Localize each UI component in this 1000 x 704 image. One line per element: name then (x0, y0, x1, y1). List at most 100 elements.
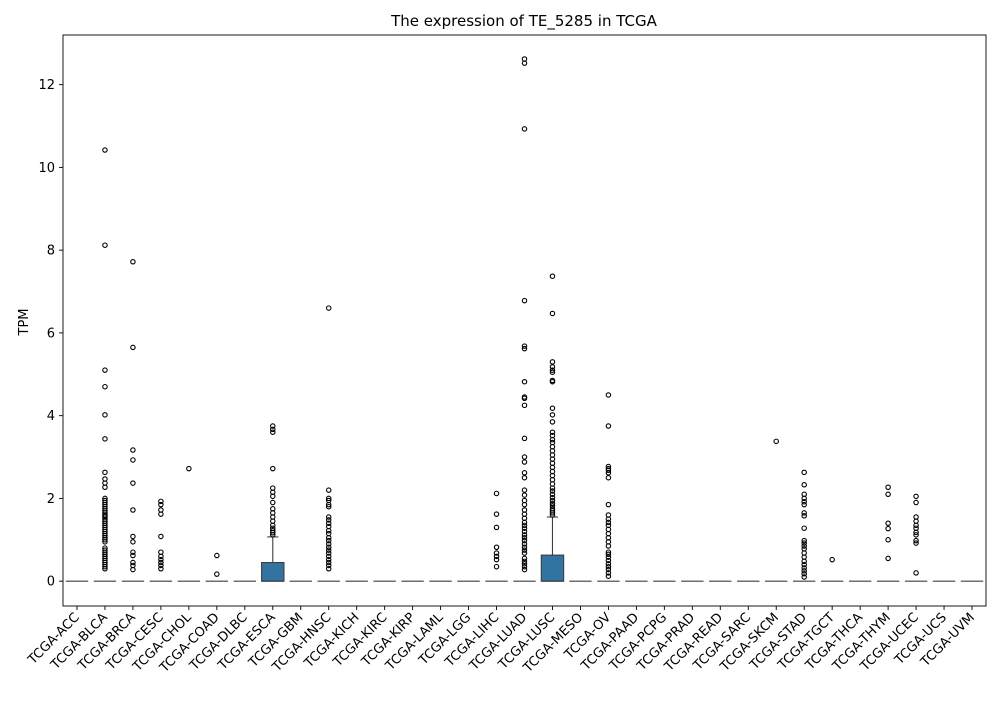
outlier-point (549, 491, 556, 498)
outlier-point (270, 493, 276, 500)
outlier-point (885, 555, 891, 562)
outlier-point (549, 497, 556, 504)
outlier-point (325, 556, 332, 563)
outlier-point (521, 528, 528, 535)
outlier-point (325, 517, 332, 523)
outlier-point (521, 566, 528, 573)
outlier-point (102, 367, 108, 373)
outlier-point (801, 510, 807, 516)
outlier-point (605, 474, 612, 481)
outlier-point (521, 522, 528, 529)
outlier-point (885, 491, 891, 498)
outlier-point (521, 519, 528, 526)
outlier-point (885, 520, 891, 526)
outlier-point (186, 465, 192, 472)
outlier-point (605, 573, 612, 579)
outlier-point (549, 500, 556, 507)
outlier-point (605, 554, 612, 560)
outlier-point (130, 566, 136, 573)
outlier-point (605, 470, 612, 476)
outlier-point (130, 457, 136, 463)
outlier-point (913, 540, 919, 546)
outlier-point (885, 537, 891, 543)
y-tick-label: 6 (47, 326, 55, 341)
y-tick-label: 4 (47, 409, 55, 424)
outlier-point (270, 423, 276, 429)
outlier-point (158, 559, 164, 566)
outlier-point (605, 566, 612, 573)
outlier-point (801, 561, 807, 568)
outlier-point (130, 480, 136, 486)
outlier-point (521, 126, 528, 132)
outlier-point (521, 345, 528, 352)
outlier-point (158, 501, 164, 508)
outlier-point (605, 549, 612, 555)
outlier-point (521, 555, 528, 562)
outlier-point (605, 557, 612, 564)
outlier-point (801, 565, 807, 571)
outlier-point (801, 568, 807, 574)
outlier-point (521, 501, 528, 508)
outlier-point (801, 570, 807, 577)
outlier-point (549, 503, 556, 509)
outlier-point (521, 402, 528, 409)
outlier-point (270, 429, 276, 435)
outlier-point (130, 507, 136, 513)
outlier-point (102, 469, 108, 476)
outlier-point (549, 512, 556, 518)
outlier-point (801, 525, 807, 531)
outlier-point (325, 566, 332, 572)
outlier-point (549, 364, 556, 370)
outlier-point (493, 563, 500, 570)
plot-area: 024681012TCGA-ACCTCGA-BLCATCGA-BRCATCGA-… (25, 34, 987, 676)
outlier-point (549, 405, 556, 411)
outlier-point (801, 574, 807, 580)
box (261, 562, 285, 582)
outlier-point (493, 524, 500, 531)
outlier-point (521, 544, 528, 550)
outlier-point (214, 552, 220, 559)
outlier-point (885, 525, 891, 532)
outlier-point (605, 551, 612, 558)
outlier-point (549, 419, 556, 425)
outlier-point (158, 511, 164, 517)
outlier-point (214, 571, 220, 577)
y-tick-label: 10 (38, 161, 55, 176)
outlier-point (549, 488, 556, 494)
outlier-point (158, 566, 164, 572)
outlier-point (913, 499, 919, 506)
outlier-point (325, 553, 332, 560)
outlier-point (549, 494, 556, 501)
outlier-point (605, 516, 612, 522)
outlier-point (913, 522, 919, 529)
y-tick-label: 0 (47, 575, 55, 590)
outlier-point (549, 378, 556, 385)
outlier-point (521, 492, 528, 498)
outlier-point (605, 501, 612, 508)
outlier-point (521, 541, 528, 547)
y-tick-label: 12 (38, 78, 55, 93)
outlier-point (521, 378, 528, 385)
outlier-point (130, 539, 136, 545)
outlier-point (549, 359, 556, 365)
outlier-point (605, 423, 612, 429)
outlier-point (158, 562, 164, 569)
outlier-point (521, 470, 528, 476)
outlier-point (102, 436, 108, 442)
outlier-point (885, 484, 891, 490)
outlier-point (521, 487, 528, 493)
outlier-point (521, 435, 528, 442)
outlier-point (130, 549, 136, 555)
outlier-point (801, 543, 807, 549)
outlier-point (325, 544, 332, 550)
outlier-point (801, 540, 807, 546)
outlier-point (521, 297, 528, 304)
outlier-point (102, 147, 108, 153)
outlier-point (130, 552, 136, 559)
outlier-point (801, 495, 807, 502)
outlier-point (521, 532, 528, 538)
outlier-point (493, 553, 500, 560)
outlier-point (521, 454, 528, 460)
outlier-point (605, 392, 612, 398)
